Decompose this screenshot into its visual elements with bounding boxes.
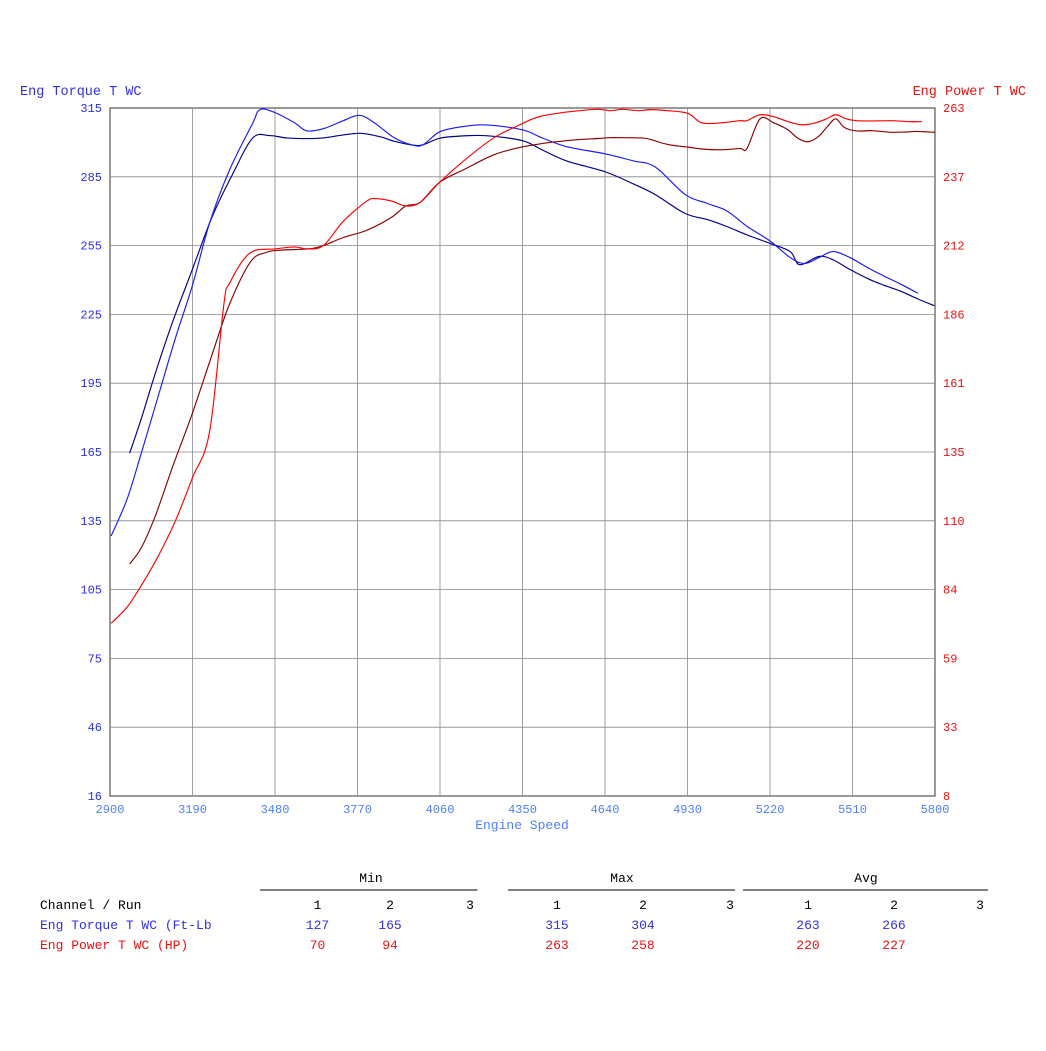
svg-text:Engine Speed: Engine Speed bbox=[475, 818, 569, 833]
svg-text:Eng Power T WC (HP): Eng Power T WC (HP) bbox=[40, 938, 188, 953]
svg-text:304: 304 bbox=[631, 918, 655, 933]
svg-text:135: 135 bbox=[943, 446, 965, 460]
svg-text:225: 225 bbox=[80, 308, 102, 322]
svg-text:1: 1 bbox=[804, 898, 812, 913]
svg-text:227: 227 bbox=[882, 938, 905, 953]
svg-text:1: 1 bbox=[314, 898, 322, 913]
svg-text:3: 3 bbox=[976, 898, 984, 913]
svg-text:285: 285 bbox=[80, 171, 102, 185]
svg-text:Eng Torque T WC (Ft-Lb: Eng Torque T WC (Ft-Lb bbox=[40, 918, 212, 933]
svg-text:255: 255 bbox=[80, 240, 102, 254]
svg-text:2: 2 bbox=[890, 898, 898, 913]
svg-text:3: 3 bbox=[726, 898, 734, 913]
svg-text:315: 315 bbox=[545, 918, 568, 933]
svg-text:Min: Min bbox=[359, 871, 382, 886]
svg-text:4930: 4930 bbox=[673, 803, 702, 817]
svg-text:3770: 3770 bbox=[343, 803, 372, 817]
svg-text:59: 59 bbox=[943, 652, 957, 666]
svg-text:195: 195 bbox=[80, 377, 102, 391]
svg-text:94: 94 bbox=[382, 938, 398, 953]
svg-text:165: 165 bbox=[80, 446, 102, 460]
svg-text:258: 258 bbox=[631, 938, 654, 953]
svg-text:46: 46 bbox=[88, 721, 102, 735]
svg-text:105: 105 bbox=[80, 584, 102, 598]
svg-text:212: 212 bbox=[943, 240, 965, 254]
svg-text:3190: 3190 bbox=[178, 803, 207, 817]
svg-text:Eng Power T WC: Eng Power T WC bbox=[913, 85, 1026, 100]
svg-text:110: 110 bbox=[943, 515, 965, 529]
svg-text:5800: 5800 bbox=[921, 803, 950, 817]
svg-text:33: 33 bbox=[943, 721, 957, 735]
svg-text:4350: 4350 bbox=[508, 803, 537, 817]
svg-text:75: 75 bbox=[88, 652, 102, 666]
svg-text:1: 1 bbox=[553, 898, 561, 913]
svg-text:5510: 5510 bbox=[838, 803, 867, 817]
svg-text:127: 127 bbox=[306, 918, 329, 933]
svg-text:Channel / Run: Channel / Run bbox=[40, 898, 141, 913]
svg-text:186: 186 bbox=[943, 308, 965, 322]
svg-text:70: 70 bbox=[310, 938, 326, 953]
svg-text:4060: 4060 bbox=[426, 803, 455, 817]
svg-text:263: 263 bbox=[545, 938, 568, 953]
svg-text:161: 161 bbox=[943, 377, 965, 391]
svg-text:135: 135 bbox=[80, 515, 102, 529]
svg-text:266: 266 bbox=[882, 918, 905, 933]
svg-text:Eng Torque T WC: Eng Torque T WC bbox=[20, 85, 142, 100]
svg-text:3480: 3480 bbox=[261, 803, 290, 817]
svg-text:315: 315 bbox=[80, 102, 102, 116]
svg-text:4640: 4640 bbox=[591, 803, 620, 817]
svg-text:5220: 5220 bbox=[756, 803, 785, 817]
svg-text:3: 3 bbox=[466, 898, 474, 913]
svg-text:2900: 2900 bbox=[96, 803, 125, 817]
svg-text:263: 263 bbox=[796, 918, 819, 933]
svg-text:237: 237 bbox=[943, 171, 965, 185]
svg-text:2: 2 bbox=[386, 898, 394, 913]
svg-text:84: 84 bbox=[943, 584, 957, 598]
svg-text:165: 165 bbox=[378, 918, 401, 933]
svg-text:8: 8 bbox=[943, 790, 950, 804]
svg-text:220: 220 bbox=[796, 938, 819, 953]
svg-text:16: 16 bbox=[88, 790, 102, 804]
svg-text:263: 263 bbox=[943, 102, 965, 116]
svg-text:2: 2 bbox=[639, 898, 647, 913]
svg-text:Max: Max bbox=[610, 871, 634, 886]
svg-text:Avg: Avg bbox=[854, 871, 877, 886]
